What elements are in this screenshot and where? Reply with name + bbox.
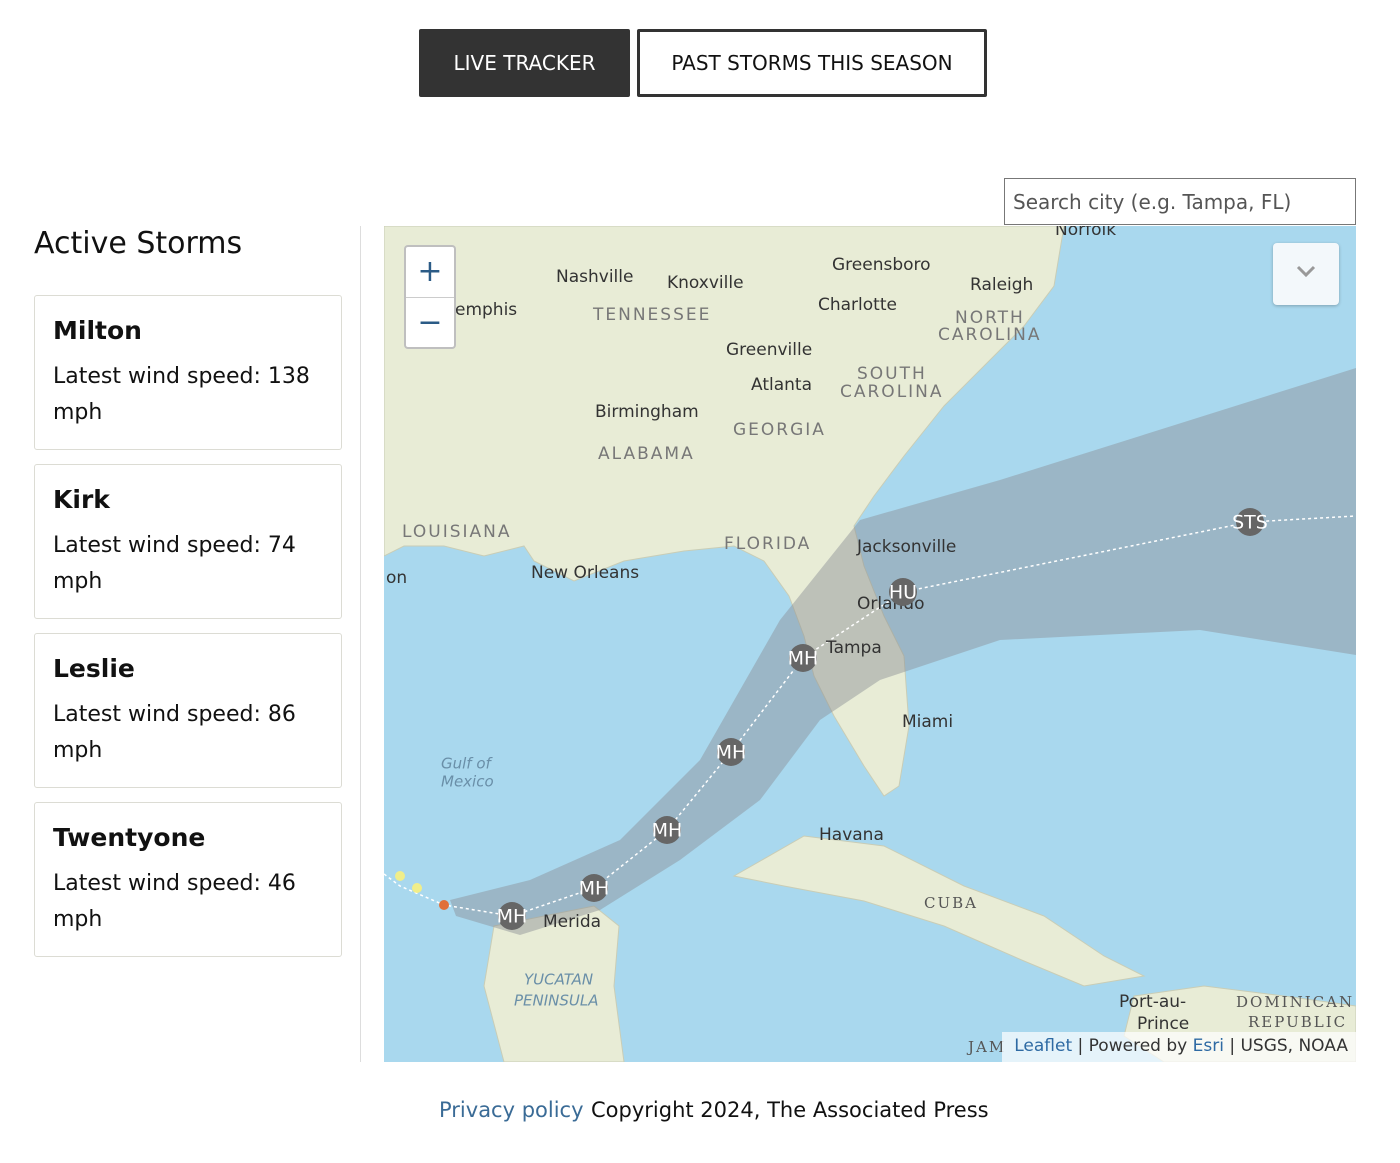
place-label: emphis bbox=[455, 300, 517, 320]
place-label: SOUTH bbox=[857, 364, 927, 384]
land-cuba bbox=[732, 835, 1146, 987]
place-label: ALABAMA bbox=[598, 444, 695, 464]
place-label: Raleigh bbox=[970, 275, 1033, 295]
forecast-cone bbox=[450, 368, 1356, 935]
marker-label: STS bbox=[1232, 512, 1268, 534]
privacy-link[interactable]: Privacy policy bbox=[439, 1098, 584, 1122]
place-label: Nashville bbox=[556, 267, 633, 287]
place-label: Gulf of bbox=[441, 755, 494, 773]
land-us bbox=[384, 226, 1065, 797]
place-label: DOMINICAN bbox=[1236, 993, 1354, 1011]
land-yucatan bbox=[483, 905, 625, 1062]
storm-marker[interactable] bbox=[580, 874, 608, 902]
storm-marker[interactable] bbox=[789, 644, 817, 672]
storm-marker[interactable] bbox=[1236, 508, 1264, 536]
marker-label: MH bbox=[716, 742, 747, 764]
storm-wind: Latest wind speed: 86 mph bbox=[53, 702, 296, 763]
place-label: Knoxville bbox=[667, 273, 744, 293]
storm-wind: Latest wind speed: 138 mph bbox=[53, 364, 310, 425]
zoom-out[interactable]: − bbox=[417, 305, 443, 340]
place-label: Charlotte bbox=[818, 295, 897, 315]
zoom-control: + − bbox=[404, 245, 456, 349]
search-input[interactable]: Search city (e.g. Tampa, FL) bbox=[1004, 178, 1356, 225]
place-label: NORTH bbox=[955, 308, 1025, 328]
map[interactable]: Nashville Knoxville Greensboro Raleigh Norfo… bbox=[384, 226, 1356, 1062]
esri-link[interactable]: Esri bbox=[1192, 1036, 1224, 1056]
place-label: Norfolk bbox=[1055, 226, 1116, 240]
place-label: Greenville bbox=[726, 340, 812, 360]
place-label: FLORIDA bbox=[724, 534, 811, 554]
place-label: Atlanta bbox=[751, 375, 812, 395]
place-label: JAM bbox=[966, 1038, 1006, 1056]
place-label: Merida bbox=[543, 912, 601, 932]
storm-card[interactable]: Kirk Latest wind speed: 74 mph bbox=[34, 464, 342, 619]
place-label: GEORGIA bbox=[733, 420, 826, 440]
place-label: YUCATAN bbox=[524, 971, 593, 989]
copyright: Copyright 2024, The Associated Press bbox=[591, 1098, 989, 1122]
place-label: New Orleans bbox=[531, 563, 639, 583]
place-label: Port-au- bbox=[1119, 992, 1186, 1012]
sidebar-title: Active Storms bbox=[34, 226, 243, 261]
place-label: Tampa bbox=[825, 638, 882, 658]
storm-wind: Latest wind speed: 46 mph bbox=[53, 871, 296, 932]
leaflet-link[interactable]: Leaflet bbox=[1014, 1036, 1073, 1056]
tab-past[interactable]: PAST STORMS THIS SEASON bbox=[637, 29, 987, 97]
map-canvas: Nashville Knoxville Greensboro Raleigh Norfo… bbox=[384, 226, 1356, 1062]
attribution-text: | Powered by bbox=[1077, 1036, 1188, 1056]
storm-wind: Latest wind speed: 74 mph bbox=[53, 533, 296, 594]
storm-name: Twentyone bbox=[53, 823, 206, 852]
place-label: REPUBLIC bbox=[1248, 1013, 1347, 1031]
storm-card[interactable]: Twentyone Latest wind speed: 46 mph bbox=[34, 802, 342, 957]
place-label: LOUISIANA bbox=[402, 522, 511, 542]
place-label: Prince bbox=[1137, 1014, 1189, 1034]
layers-toggle[interactable] bbox=[1273, 243, 1339, 305]
past-point bbox=[439, 900, 449, 910]
marker-label: MH bbox=[497, 906, 528, 928]
storm-card[interactable]: Leslie Latest wind speed: 86 mph bbox=[34, 633, 342, 788]
place-label: CAROLINA bbox=[938, 325, 1042, 345]
place-label: Jacksonville bbox=[856, 537, 956, 557]
attribution-text: | USGS, NOAA bbox=[1229, 1036, 1348, 1056]
place-label: on bbox=[386, 568, 407, 588]
storm-name: Milton bbox=[53, 316, 142, 345]
chevron bbox=[1296, 265, 1316, 278]
zoom-in[interactable]: + bbox=[406, 247, 454, 298]
past-point bbox=[412, 883, 422, 893]
place-label: CUBA bbox=[924, 894, 978, 912]
storm-name: Kirk bbox=[53, 485, 110, 514]
place-label: TENNESSEE bbox=[592, 305, 711, 325]
storm-card[interactable]: Milton Latest wind speed: 138 mph bbox=[34, 295, 342, 450]
attribution: Leaflet | Powered by Esri | USGS, NOAA bbox=[1002, 1032, 1356, 1062]
storm-marker[interactable] bbox=[889, 578, 917, 606]
storm-name: Leslie bbox=[53, 654, 135, 683]
place-label: Mexico bbox=[441, 773, 494, 791]
storm-marker[interactable] bbox=[498, 902, 526, 930]
place-label: CAROLINA bbox=[840, 382, 944, 402]
marker-label: MH bbox=[652, 820, 683, 842]
divider bbox=[360, 226, 361, 1062]
place-label: Birmingham bbox=[595, 402, 699, 422]
place-label: Greensboro bbox=[832, 255, 931, 275]
past-point bbox=[395, 871, 405, 881]
place-label: PENINSULA bbox=[514, 992, 599, 1010]
place-label: Havana bbox=[819, 825, 884, 845]
storm-marker[interactable] bbox=[653, 816, 681, 844]
tab-live[interactable]: LIVE TRACKER bbox=[419, 29, 630, 97]
storm-marker[interactable] bbox=[717, 738, 745, 766]
marker-label: MH bbox=[788, 648, 819, 670]
marker-label: HU bbox=[889, 582, 917, 604]
place-label: Miami bbox=[902, 712, 953, 732]
marker-label: MH bbox=[579, 878, 610, 900]
